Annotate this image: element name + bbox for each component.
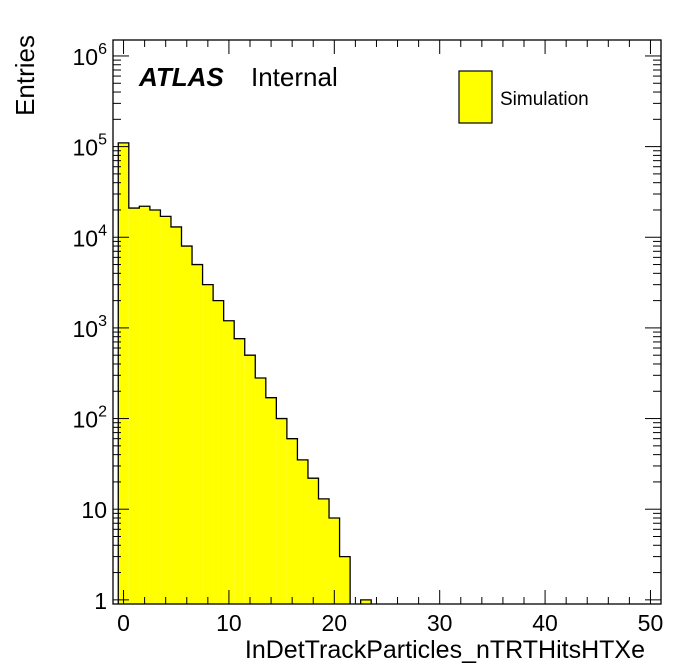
histogram-bar: [244, 355, 256, 604]
x-tick-label: 20: [322, 610, 348, 636]
y-tick-label: 1: [94, 588, 107, 614]
x-axis-label: InDetTrackParticles_nTRTHitsHTXe: [245, 636, 645, 664]
histogram-bar: [286, 438, 298, 604]
histogram-bar: [170, 226, 182, 605]
histogram-bar: [329, 517, 340, 604]
histogram-bar: [265, 397, 277, 604]
histogram-outline: [117, 142, 372, 604]
histogram-bar: [360, 599, 372, 604]
legend: Simulation: [458, 70, 589, 124]
y-tick-label: 104: [73, 222, 108, 251]
histogram-bars: [118, 142, 372, 605]
histogram-bar: [149, 209, 161, 604]
legend-swatch: [458, 70, 493, 124]
histogram-bar: [139, 206, 150, 604]
axis-ticks: [113, 40, 661, 604]
x-tick-label: 40: [532, 610, 558, 636]
x-tick-label: 30: [427, 610, 453, 636]
histogram-bar: [128, 208, 140, 604]
histogram-bar: [181, 246, 193, 604]
histogram-bar: [339, 556, 351, 604]
legend-entry-simulation: Simulation: [500, 89, 589, 110]
x-tick-label: 50: [638, 610, 664, 636]
histogram-bar: [276, 418, 287, 604]
y-tick-label: 105: [73, 132, 108, 161]
histogram-bar: [318, 498, 330, 604]
atlas-label: ATLAS: [138, 62, 224, 92]
histogram-bar: [118, 142, 129, 604]
x-tick-labels: 0 10 20 30 40 50: [117, 610, 663, 636]
y-tick-label: 102: [73, 404, 108, 433]
y-tick-label: 106: [73, 41, 108, 70]
histogram-bar: [307, 478, 319, 604]
x-tick-label: 10: [216, 610, 242, 636]
histogram-bar: [234, 338, 245, 604]
y-tick-labels: 1 10 102 103 104 105 106: [73, 41, 108, 614]
plot-frame: [112, 39, 662, 605]
y-tick-label: 103: [73, 313, 108, 342]
y-tick-label: 10: [81, 497, 107, 523]
histogram-bar: [223, 320, 235, 604]
atlas-status-label: Internal: [251, 62, 338, 92]
histogram-bar: [213, 300, 224, 604]
histogram-bar: [297, 459, 308, 604]
histogram-bar: [192, 264, 203, 604]
y-axis-label: Entries: [10, 35, 40, 116]
histogram-bar: [202, 284, 214, 604]
histogram-bar: [160, 216, 171, 604]
histogram-bar: [255, 378, 266, 604]
x-tick-label: 0: [117, 610, 130, 636]
